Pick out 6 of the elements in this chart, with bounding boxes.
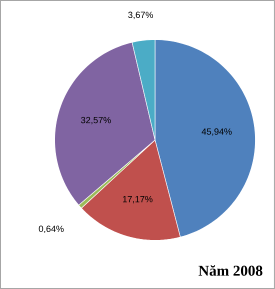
data-label: 17,17% [123,196,153,204]
text: Năm 2008 [198,265,262,276]
data-label: 45,94% [202,128,232,136]
data-label: 0,64% [38,226,64,234]
data-label: 32,57% [81,116,111,124]
data-label: 3,67% [128,12,154,20]
